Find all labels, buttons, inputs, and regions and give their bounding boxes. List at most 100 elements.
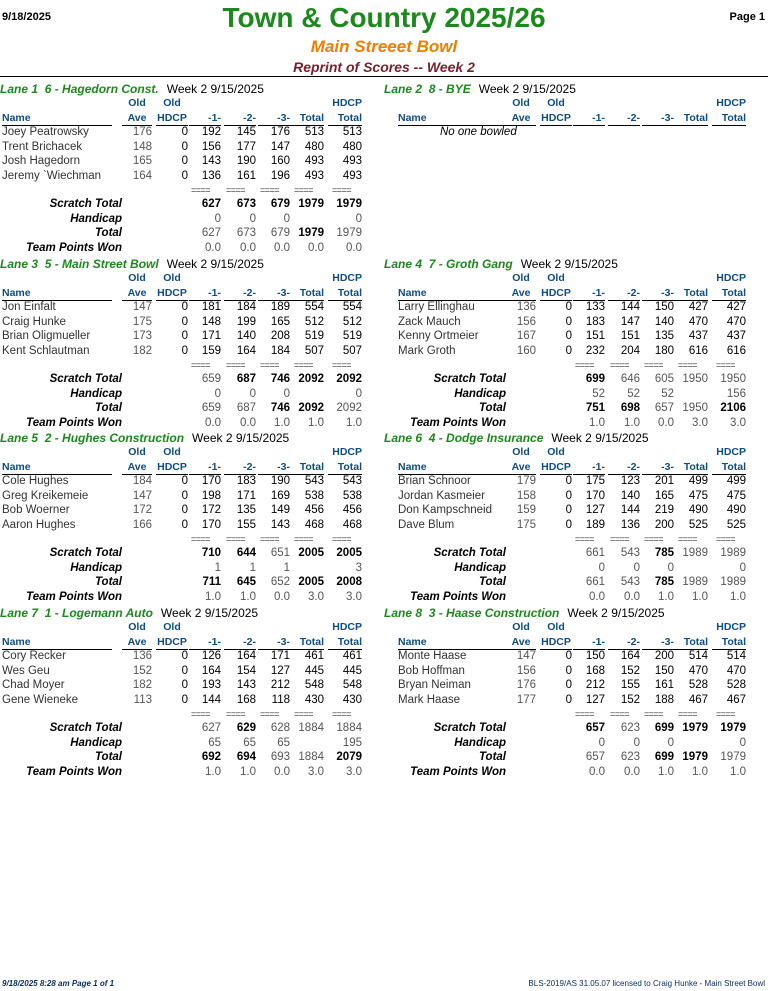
grand-total-label: Total — [94, 227, 122, 239]
scratch-total-g1: 657 — [585, 722, 605, 734]
handicap-total-hdcp-total: 156 — [726, 387, 746, 400]
lane-number: Lane 5 — [0, 431, 39, 445]
week-date: Week 2 9/15/2025 — [520, 257, 618, 271]
col-header-hdcp: HDCP — [540, 112, 572, 126]
bowler-handicap: 0 — [181, 155, 188, 167]
bowler-total: 543 — [304, 475, 324, 487]
bowler-average: 179 — [516, 475, 536, 487]
bowler-hdcp-total: 548 — [342, 679, 362, 691]
grand-total-g3: 785 — [654, 576, 674, 588]
bowler-g3: 150 — [654, 664, 674, 677]
bowler-g3: 135 — [654, 330, 674, 342]
bowler-handicap: 0 — [181, 126, 188, 138]
col-header-name: Name — [398, 460, 508, 475]
grand-total-label: Total — [94, 751, 122, 763]
team-points-g3: 1.0 — [658, 590, 674, 603]
bowler-g3: 150 — [654, 301, 674, 313]
bowler-g1: 168 — [585, 664, 605, 677]
bowler-total: 525 — [688, 518, 708, 531]
bowler-average: 167 — [516, 330, 536, 342]
bowler-name: Chad Moyer — [2, 679, 65, 691]
team-points-total: 3.0 — [692, 416, 708, 429]
scratch-total-label: Scratch Total — [49, 547, 122, 559]
bowler-g2: 144 — [620, 504, 640, 516]
grand-total-g2: 694 — [236, 751, 256, 763]
scratch-total-label: Scratch Total — [433, 547, 506, 559]
grand-total-hdcp-total: 1979 — [336, 227, 362, 239]
scratch-total-label: Scratch Total — [49, 722, 122, 734]
bowler-name: Trent Brichacek — [2, 140, 83, 153]
col-header-g3: -3- — [258, 111, 290, 126]
handicap-total-label: Handicap — [454, 561, 506, 574]
bowler-name: Brian Schnoor — [398, 475, 471, 487]
separator-rule: ==== — [332, 361, 352, 369]
separator-rule: ==== — [260, 535, 280, 543]
scratch-total-g2: 644 — [236, 547, 256, 559]
col-header-g3: -3- — [642, 635, 674, 650]
bowler-total: 554 — [304, 301, 324, 313]
bowler-handicap: 0 — [181, 489, 188, 502]
bowler-name: Josh Hagedorn — [2, 155, 80, 167]
handicap-total-g1: 0 — [214, 212, 221, 225]
week-date: Week 2 9/15/2025 — [166, 82, 264, 96]
col-header-hdcp_total: Total — [712, 460, 746, 475]
col-header-old-hdcp: Old — [163, 621, 181, 633]
handicap-total-g3: 0 — [667, 561, 674, 574]
bowler-g2: 199 — [236, 315, 256, 328]
bowler-hdcp-total: 507 — [342, 344, 362, 357]
scratch-total-g1: 627 — [201, 198, 221, 210]
team-points-hdcp-total: 0.0 — [346, 241, 362, 254]
team-points-g1: 0.0 — [589, 765, 605, 778]
bowler-g3: 180 — [654, 344, 674, 357]
separator-rule: ==== — [716, 710, 736, 718]
col-header-old-hdcp: Old — [163, 97, 181, 109]
grand-total-hdcp-total: 1979 — [720, 751, 746, 763]
bowler-g3: 147 — [270, 140, 290, 153]
bowler-name: Wes Geu — [2, 664, 50, 677]
col-header-hdcp-top: HDCP — [716, 621, 746, 633]
bowler-total: 528 — [688, 679, 708, 691]
separator-rule: ==== — [610, 535, 630, 543]
handicap-total-label: Handicap — [454, 387, 506, 400]
col-header-hdcp: HDCP — [156, 112, 188, 126]
bowler-hdcp-total: 512 — [342, 315, 362, 328]
col-header-g2: -2- — [224, 460, 256, 475]
lane-number: Lane 8 — [384, 606, 423, 620]
bowler-g2: 152 — [620, 693, 640, 706]
handicap-total-g2: 0 — [249, 212, 256, 225]
bowler-total: 499 — [688, 475, 708, 487]
team-points-g2: 0.0 — [624, 590, 640, 603]
bowler-average: 184 — [132, 475, 152, 487]
bowler-g1: 171 — [201, 330, 221, 342]
scratch-total-hdcp-total: 2005 — [336, 547, 362, 559]
bowler-handicap: 0 — [565, 315, 572, 328]
bowler-total: 514 — [688, 650, 708, 662]
lane-block: Lane 8 3 - Haase Construction Week 2 9/15… — [384, 603, 768, 778]
bowler-g1: 150 — [585, 650, 605, 662]
bowler-handicap: 0 — [181, 301, 188, 313]
bowler-hdcp-total: 467 — [726, 693, 746, 706]
col-header-ave: Ave — [506, 635, 536, 650]
team-points-hdcp-total: 3.0 — [346, 590, 362, 603]
team-points-label: Team Points Won — [26, 590, 122, 603]
bowler-total: 475 — [688, 489, 708, 502]
bowler-average: 113 — [133, 693, 152, 706]
bowler-handicap: 0 — [181, 344, 188, 357]
team-points-g2: 0.0 — [624, 765, 640, 778]
no-bowlers-note: No one bowled — [440, 126, 517, 138]
bowler-g1: 170 — [585, 489, 605, 502]
bowler-hdcp-total: 427 — [726, 301, 746, 313]
team-points-g2: 0.0 — [240, 416, 256, 429]
team-points-g2: 1.0 — [240, 765, 256, 778]
handicap-total-g2: 0 — [249, 387, 256, 400]
bowler-hdcp-total: 519 — [342, 330, 362, 342]
bowler-average: 156 — [516, 664, 536, 677]
report-date: 9/18/2025 — [2, 11, 51, 23]
scratch-total-g2: 673 — [236, 198, 256, 210]
team-points-g3: 1.0 — [274, 416, 290, 429]
scratch-total-g3: 746 — [270, 373, 290, 385]
grand-total-total: 2005 — [298, 576, 324, 588]
bowler-average: 177 — [516, 693, 536, 706]
separator-rule: ==== — [294, 710, 314, 718]
bowler-g1: 136 — [201, 169, 221, 182]
